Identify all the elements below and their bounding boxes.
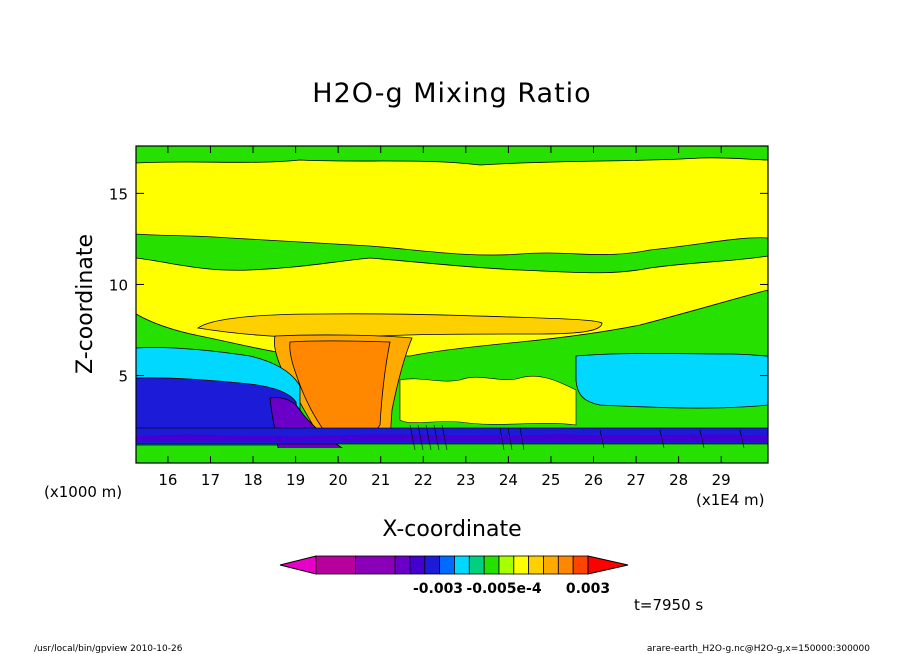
colorbar-swatch [315, 555, 356, 575]
colorbar-swatch [355, 555, 396, 575]
x-tick-label: 18 [243, 471, 262, 489]
colorbar-swatch [528, 555, 544, 575]
footer-left: /usr/local/bin/gpview 2010-10-26 [34, 644, 183, 654]
field-right-blue [575, 353, 768, 409]
y-tick-label: 5 [118, 368, 128, 386]
colorbar-swatch [498, 555, 515, 575]
x-axis-ticks: 16 17 18 19 20 21 22 23 24 25 26 27 28 29 [158, 146, 731, 489]
time-annotation: t=7950 s [634, 596, 703, 614]
colorbar [279, 555, 629, 575]
footer-right: arare-earth_H2O-g.nc@H2O-g,x=150000:3000… [647, 644, 870, 654]
colorbar-swatch [572, 555, 589, 575]
colorbar-arrow-left [279, 555, 317, 575]
x-tick-label: 16 [158, 471, 177, 489]
x-tick-label: 29 [712, 471, 731, 489]
x-axis-label: X-coordinate [382, 517, 521, 542]
x-tick-label: 25 [541, 471, 560, 489]
x-tick-label: 19 [286, 471, 305, 489]
field-bottom-deep [136, 434, 768, 442]
y-axis-ticks: 5 10 15 [109, 185, 768, 386]
y-axis-label: Z-coordinate [73, 234, 98, 374]
field-ground-green [136, 448, 768, 463]
colorbar-swatch [454, 555, 470, 575]
colorbar-swatch [468, 555, 485, 575]
x-unit-right: (x1E4 m) [696, 491, 765, 509]
colorbar-label-pos: 0.003 [566, 581, 610, 597]
field-right-yellow-bands [399, 375, 577, 426]
x-tick-label: 22 [414, 471, 433, 489]
x-unit-left: (x1000 m) [44, 483, 122, 501]
x-tick-label: 24 [499, 471, 518, 489]
field-right-hatch [409, 424, 745, 451]
colorbar-swatch [439, 555, 455, 575]
plot-frame [135, 145, 769, 464]
colorbar-swatch [483, 555, 500, 575]
colorbar-label-zero: -0.005e-4 [466, 581, 541, 597]
x-tick-label: 20 [329, 471, 348, 489]
x-tick-label: 21 [371, 471, 390, 489]
x-tick-label: 27 [627, 471, 646, 489]
colorbar-swatch [543, 555, 559, 575]
y-tick-label: 10 [109, 276, 128, 294]
field-upper-yellow [136, 157, 768, 256]
x-tick-label: 28 [669, 471, 688, 489]
colorbar-swatch [424, 555, 441, 575]
x-tick-label: 17 [201, 471, 220, 489]
colorbar-arrow-right [587, 555, 629, 575]
field-lowleft-deep [136, 377, 301, 441]
colorbar-swatch [409, 555, 426, 575]
colorbar-label-neg: -0.003 [413, 581, 463, 597]
colorbar-swatch [394, 555, 411, 575]
x-tick-label: 26 [584, 471, 603, 489]
y-tick-label: 15 [109, 185, 128, 203]
x-tick-label: 23 [456, 471, 475, 489]
colorbar-swatch [513, 555, 530, 575]
chart-title: H2O-g Mixing Ratio [312, 78, 591, 109]
colorbar-swatch [557, 555, 574, 575]
contour-field [136, 146, 768, 463]
